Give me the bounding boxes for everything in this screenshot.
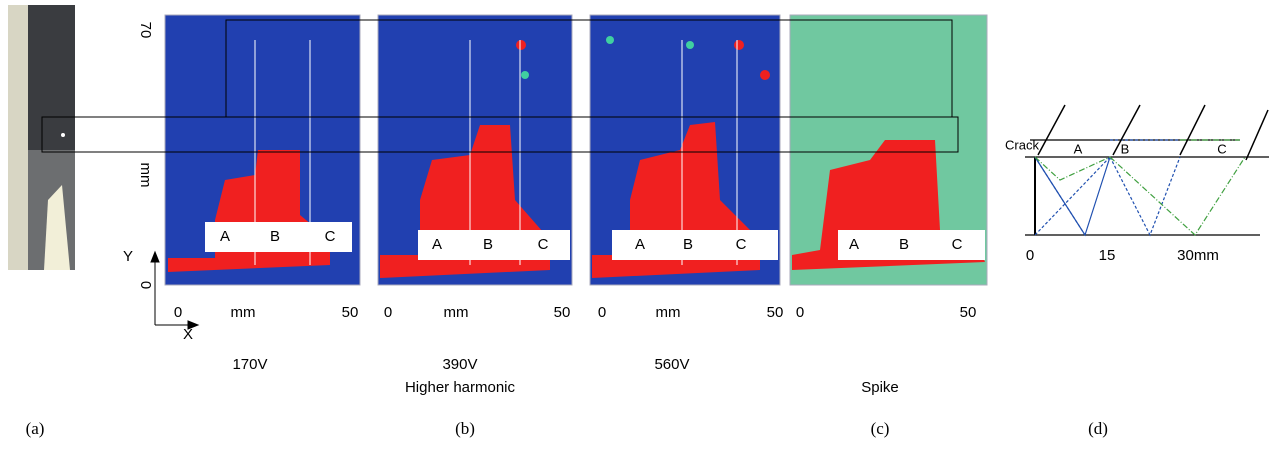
- diagram-label: C: [1217, 141, 1226, 156]
- caption: (c): [871, 419, 890, 438]
- diagram-label: A: [1074, 141, 1083, 156]
- caption: (a): [26, 419, 45, 438]
- marker-label: A: [432, 236, 442, 253]
- diagram-tick-label: 0: [1026, 247, 1034, 264]
- marker-label: C: [952, 236, 963, 253]
- x-tick-label: 0: [174, 304, 182, 321]
- x-tick-label: mm: [231, 304, 256, 321]
- axis-arrows: [150, 250, 200, 330]
- x-tick-label: 0: [796, 304, 804, 321]
- x-tick-label: 50: [342, 304, 359, 321]
- x-tick-label: 50: [960, 304, 977, 321]
- group-label: Higher harmonic: [405, 379, 516, 396]
- caption: (b): [455, 419, 475, 438]
- diagram-lines: [1025, 104, 1269, 237]
- x-tick-label: mm: [656, 304, 681, 321]
- caption: (d): [1088, 419, 1108, 438]
- voltage-label: 390V: [442, 356, 477, 373]
- marker-label: A: [635, 236, 645, 253]
- diagram-tick-label: 15: [1099, 247, 1116, 264]
- scan-images: [41, 14, 988, 286]
- photo: [8, 5, 75, 270]
- marker-label: B: [270, 228, 280, 245]
- marker-label: B: [483, 236, 493, 253]
- marker-label: B: [683, 236, 693, 253]
- diagram-tick-label: 30mm: [1177, 247, 1219, 264]
- marker-label: A: [849, 236, 859, 253]
- x-tick-label: 0: [598, 304, 606, 321]
- x-tick-label: 50: [554, 304, 571, 321]
- diagram-label: B: [1121, 141, 1130, 156]
- x-tick-label: mm: [444, 304, 469, 321]
- x-tick-label: 50: [767, 304, 784, 321]
- group-label: Spike: [861, 379, 899, 396]
- y-tick-label: mm: [137, 163, 154, 188]
- marker-label: B: [899, 236, 909, 253]
- y-tick-label: 70: [137, 22, 154, 39]
- marker-label: C: [538, 236, 549, 253]
- y-tick-label: 0: [137, 281, 154, 289]
- axis-name: X: [183, 326, 193, 343]
- x-tick-label: 0: [384, 304, 392, 321]
- marker-label: C: [736, 236, 747, 253]
- diagram-label: Crack: [1005, 137, 1039, 152]
- voltage-label: 170V: [232, 356, 267, 373]
- voltage-label: 560V: [654, 356, 689, 373]
- axis-name: Y: [123, 248, 133, 265]
- marker-label: C: [325, 228, 336, 245]
- marker-label: A: [220, 228, 230, 245]
